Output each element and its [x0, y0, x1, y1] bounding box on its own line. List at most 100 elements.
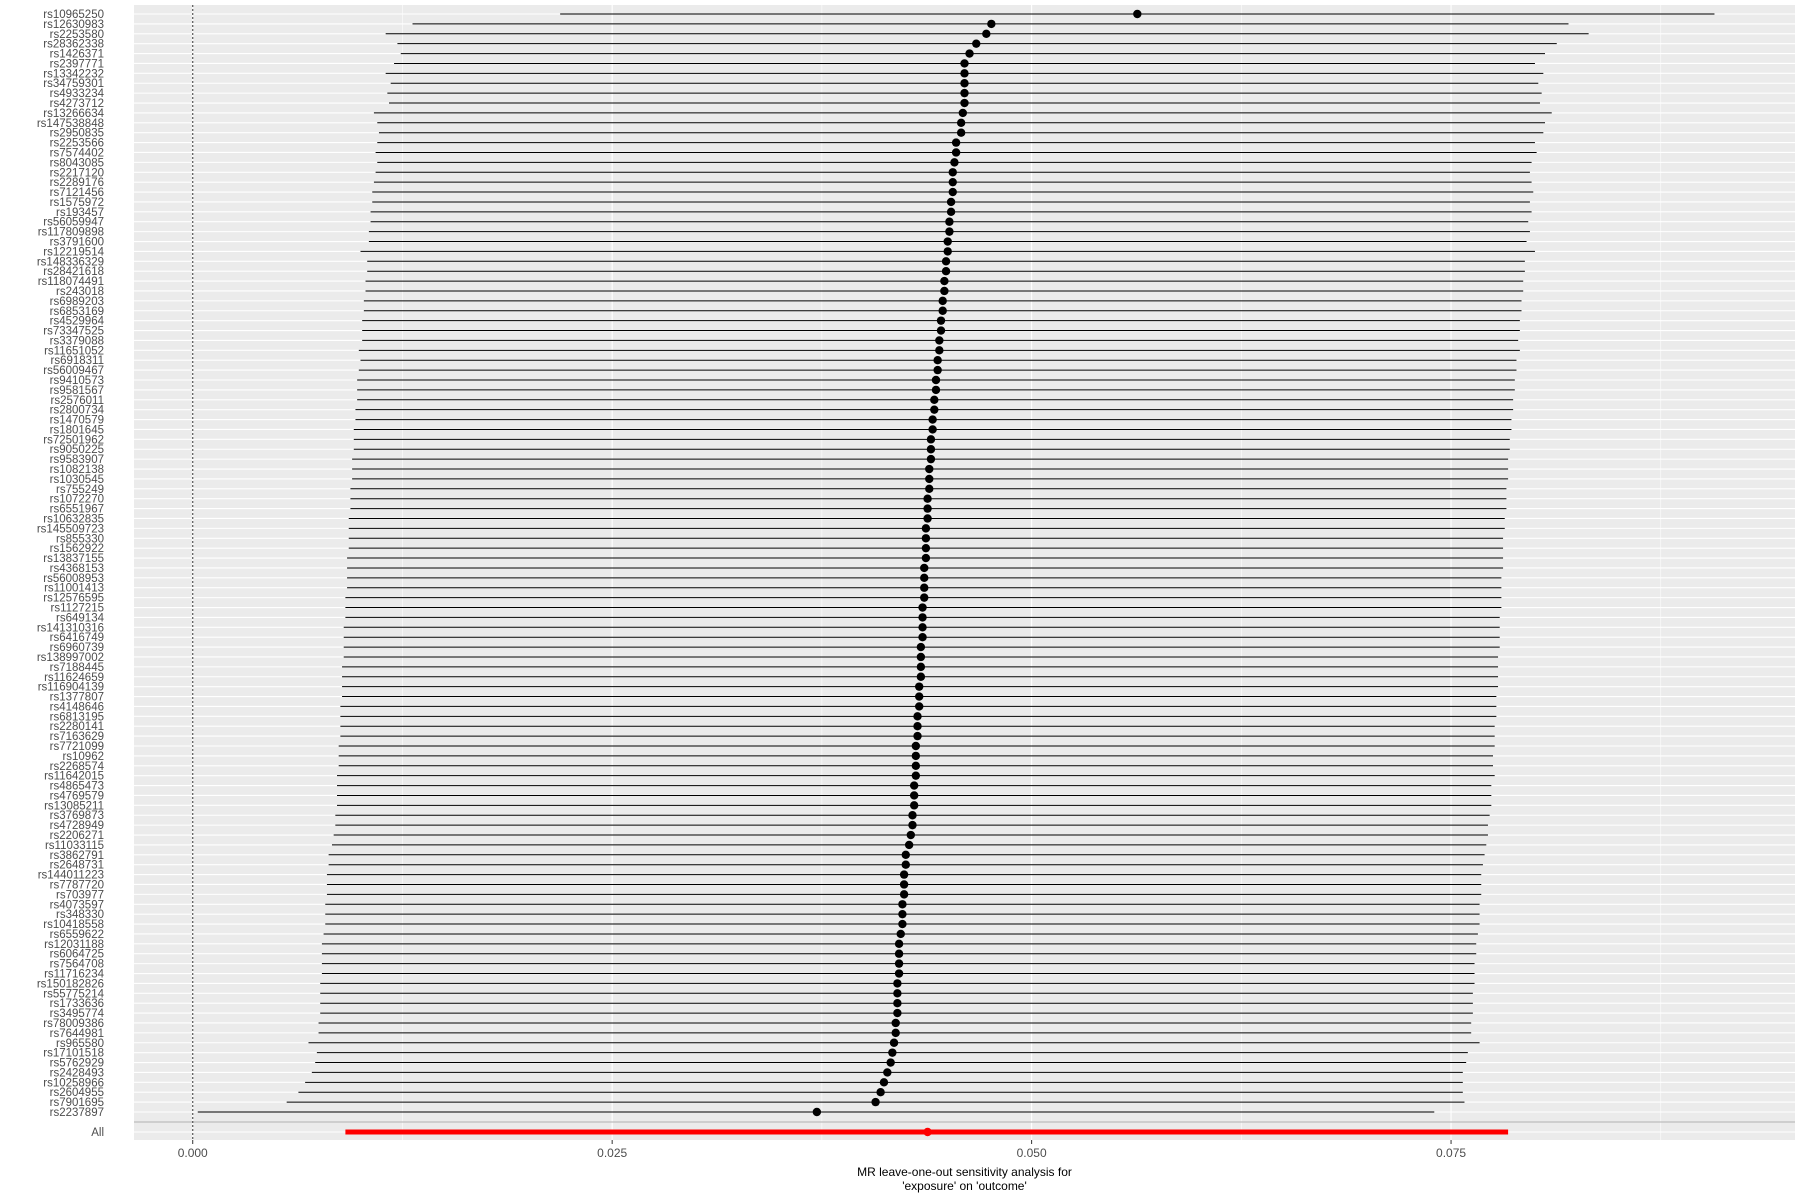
- y-tick-label: rs2237897: [50, 1107, 104, 1119]
- estimate-point-rs3769873: [908, 811, 917, 820]
- y-tick-label: rs12576595: [43, 593, 104, 605]
- y-tick-label: rs4073597: [50, 899, 104, 911]
- y-tick-label: rs703977: [56, 889, 104, 901]
- estimate-point-rs6989203: [938, 296, 947, 306]
- y-tick-label: rs11716234: [44, 969, 104, 981]
- estimate-point-rs56009467: [933, 365, 942, 375]
- estimate-point-rs4728949: [908, 820, 917, 830]
- estimate-point-rs2800734: [930, 405, 939, 414]
- estimate-point-rs8043085: [950, 158, 959, 167]
- y-tick-label: rs12219514: [43, 246, 104, 258]
- y-tick-label: rs2576011: [51, 395, 105, 407]
- estimate-point-rs150182826: [893, 979, 902, 988]
- estimate-point-rs1575972: [946, 197, 956, 207]
- estimate-point-rs3862791: [901, 850, 910, 860]
- y-tick-label: rs5762929: [50, 1058, 104, 1070]
- estimate-point-rs6064725: [894, 949, 904, 958]
- y-tick-label: rs2428493: [50, 1067, 104, 1079]
- y-tick-label: rs855330: [56, 533, 104, 545]
- estimate-point-rs5762929: [886, 1058, 895, 1067]
- estimate-point-rs4933234: [960, 88, 969, 98]
- y-tick-label: rs4529964: [50, 316, 105, 328]
- estimate-point-rs73347525: [936, 326, 946, 335]
- estimate-point-rs2604955: [876, 1088, 885, 1097]
- estimate-point-rs3495774: [893, 1008, 902, 1018]
- estimate-point-rs11624659: [916, 672, 926, 681]
- estimate-point-rs10418558: [898, 919, 907, 929]
- estimate-point-rs7721099: [911, 741, 921, 751]
- y-tick-label: rs2648731: [50, 860, 104, 872]
- y-tick-label: rs965580: [56, 1038, 104, 1050]
- y-tick-label: rs1575972: [50, 197, 104, 209]
- estimate-point-rs7121456: [948, 187, 957, 197]
- y-tick-label: rs2206271: [50, 830, 104, 842]
- y-tick-label: rs12630983: [43, 19, 104, 31]
- y-tick-label: rs7163629: [50, 731, 104, 743]
- estimate-point-rs3791600: [943, 237, 952, 246]
- estimate-point-rs10258966: [879, 1078, 889, 1087]
- estimate-point-rs2253566: [951, 138, 961, 147]
- y-tick-label: rs6989203: [50, 296, 104, 308]
- y-tick-label: rs34759301: [43, 78, 104, 90]
- y-tick-label: rs10632835: [43, 513, 104, 525]
- y-tick-label: rs2800734: [50, 405, 105, 417]
- y-tick-label: rs4933234: [50, 88, 105, 100]
- y-tick-label: rs116904139: [38, 682, 104, 694]
- estimate-point-rs7564708: [894, 959, 904, 968]
- y-tick-label: rs4865473: [50, 781, 104, 793]
- y-tick-label: rs2217120: [50, 167, 104, 179]
- y-tick-label: rs7574402: [50, 147, 104, 159]
- estimate-point-rs1030545: [925, 474, 934, 484]
- estimate-point-rs855330: [921, 534, 931, 543]
- y-tick-label: rs7564708: [50, 959, 104, 971]
- y-tick-label: rs7188445: [50, 662, 104, 674]
- y-tick-label: rs7901695: [50, 1097, 104, 1109]
- y-tick-label: rs4728949: [50, 820, 104, 832]
- estimate-point-rs703977: [899, 890, 909, 899]
- estimate-point-rs1562922: [921, 543, 931, 553]
- estimate-point-rs6813195: [913, 712, 922, 721]
- estimate-point-rs56008953: [920, 573, 929, 583]
- y-tick-label: rs4368153: [50, 563, 104, 575]
- y-tick-label: rs13085211: [44, 800, 104, 812]
- estimate-point-rs2268574: [911, 761, 921, 770]
- y-axis-labels: rs10965250rs12630983rs2253580rs28362338r…: [37, 9, 105, 1139]
- estimate-point-rs4529964: [936, 316, 946, 325]
- estimate-point-rs4148646: [915, 702, 924, 711]
- estimate-point-rs147538848: [956, 118, 966, 128]
- estimate-point-rs72501962: [926, 435, 936, 444]
- y-tick-label: rs7721099: [50, 741, 104, 753]
- y-tick-label: rs147538848: [37, 118, 104, 130]
- y-tick-label: rs56009467: [43, 365, 104, 377]
- y-tick-label: rs7121456: [50, 187, 104, 199]
- estimate-point-rs17101518: [888, 1048, 897, 1057]
- estimate-point-rs4368153: [920, 563, 929, 573]
- y-tick-label: rs56059947: [43, 217, 104, 229]
- estimate-point-rs1072270: [923, 494, 932, 503]
- y-tick-label: rs4148646: [50, 701, 104, 713]
- y-tick-label: rs28362338: [43, 39, 104, 51]
- y-tick-label: rs148336329: [37, 256, 104, 268]
- estimate-point-rs9583907: [926, 454, 936, 464]
- estimate-point-rs12576595: [920, 593, 929, 602]
- y-tick-label: rs3769873: [50, 810, 104, 822]
- y-tick-label: rs1127215: [51, 603, 105, 615]
- y-tick-label: rs13266634: [43, 108, 104, 120]
- y-tick-label: rs7787720: [50, 879, 104, 891]
- y-tick-label: rs6064725: [50, 949, 104, 961]
- x-tick-label: 0.075: [1436, 1146, 1466, 1160]
- estimate-point-rs12630983: [987, 19, 996, 29]
- y-tick-label: rs3495774: [50, 1008, 105, 1020]
- estimate-point-rs2237897: [812, 1107, 822, 1117]
- x-tick-label: 0.050: [1017, 1146, 1047, 1160]
- estimate-point-rs12219514: [943, 247, 952, 256]
- estimate-point-rs4273712: [960, 98, 969, 108]
- y-tick-label: rs10962: [62, 751, 104, 763]
- estimate-point-rs118074491: [940, 276, 949, 286]
- estimate-point-rs11001413: [920, 583, 929, 592]
- estimate-point-rs141310316: [918, 623, 927, 632]
- estimate-point-rs13342232: [960, 69, 969, 78]
- estimate-point-rs116904139: [915, 682, 924, 691]
- y-tick-label: rs145509723: [37, 523, 104, 535]
